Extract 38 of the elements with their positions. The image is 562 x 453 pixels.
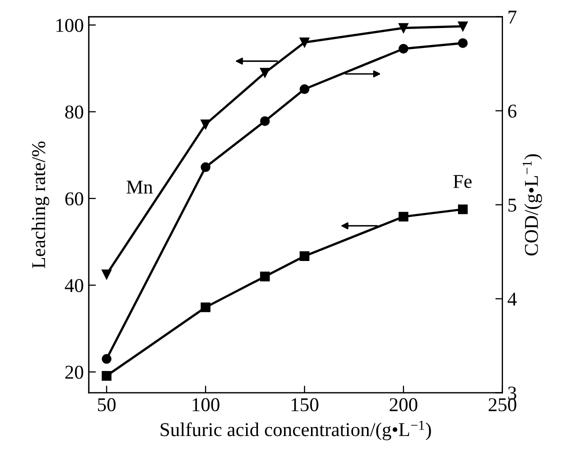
y2-tick-label: 4 <box>508 292 517 306</box>
y2-axis-title: COD/(g•L$^{−1}$) <box>522 154 542 256</box>
point <box>102 354 112 364</box>
point <box>200 119 210 130</box>
x-tick-label: 150 <box>292 398 318 412</box>
y-tick-label: 80 <box>65 106 84 119</box>
y2-tick-label: 6 <box>508 104 516 118</box>
y-tick-label: 40 <box>64 279 84 292</box>
point <box>458 21 468 32</box>
x-axis-title: Sulfuric acid concentration/(g•L$^{−1}$) <box>160 420 431 440</box>
point <box>300 251 310 262</box>
point <box>398 44 408 54</box>
series-label: Mn <box>126 180 153 194</box>
y2-tick-label: 3 <box>508 386 516 400</box>
point <box>102 270 112 280</box>
y-tick-label: 60 <box>65 192 84 206</box>
y-tick-label: 100 <box>56 18 84 32</box>
point <box>458 38 468 48</box>
series-label: Fe <box>453 175 472 188</box>
y2-tick-label: 5 <box>508 198 516 212</box>
y-axis-title: Leaching rate/% <box>32 141 50 268</box>
point <box>300 37 310 48</box>
point <box>300 84 310 94</box>
point <box>398 212 408 222</box>
y-tick-label: 20 <box>65 366 84 379</box>
point <box>260 116 270 126</box>
point <box>102 370 112 381</box>
point <box>200 162 210 172</box>
x-tick-label: 250 <box>488 398 516 412</box>
point <box>260 272 270 282</box>
x-tick-label: 200 <box>390 398 418 412</box>
point <box>200 302 210 312</box>
point <box>398 23 408 33</box>
point <box>260 68 270 78</box>
y2-tick-label: 7 <box>508 10 516 24</box>
x-tick-label: 100 <box>192 398 220 412</box>
point <box>458 204 468 214</box>
x-tick-label: 50 <box>98 398 116 412</box>
